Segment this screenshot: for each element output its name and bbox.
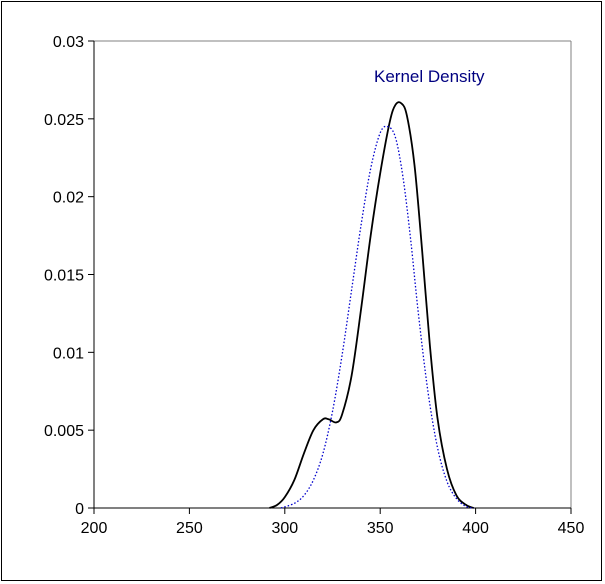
y-tick-label: 0.03 xyxy=(53,34,84,51)
tick-labels: 0 0.005 0.01 0.015 0.02 0.025 0.03 200 250 300 350… xyxy=(44,34,584,537)
x-tick-label: 450 xyxy=(558,520,585,537)
series-line-dotted xyxy=(280,125,474,509)
x-tick-label: 300 xyxy=(271,520,298,537)
x-tick-label: 250 xyxy=(176,520,203,537)
y-tick-label: 0.025 xyxy=(44,112,84,129)
series-group xyxy=(269,101,475,509)
y-tick-label: 0.01 xyxy=(53,345,84,362)
x-tick-label: 400 xyxy=(462,520,489,537)
axes xyxy=(88,40,572,514)
series-line-solid xyxy=(269,101,475,509)
x-tick-label: 350 xyxy=(367,520,394,537)
y-tick-label: 0 xyxy=(75,501,84,518)
x-tick-label: 200 xyxy=(81,520,108,537)
annotation-kernel-density: Kernel Density xyxy=(374,67,485,86)
y-tick-label: 0.005 xyxy=(44,423,84,440)
y-tick-label: 0.02 xyxy=(53,190,84,207)
y-tick-label: 0.015 xyxy=(44,268,84,285)
